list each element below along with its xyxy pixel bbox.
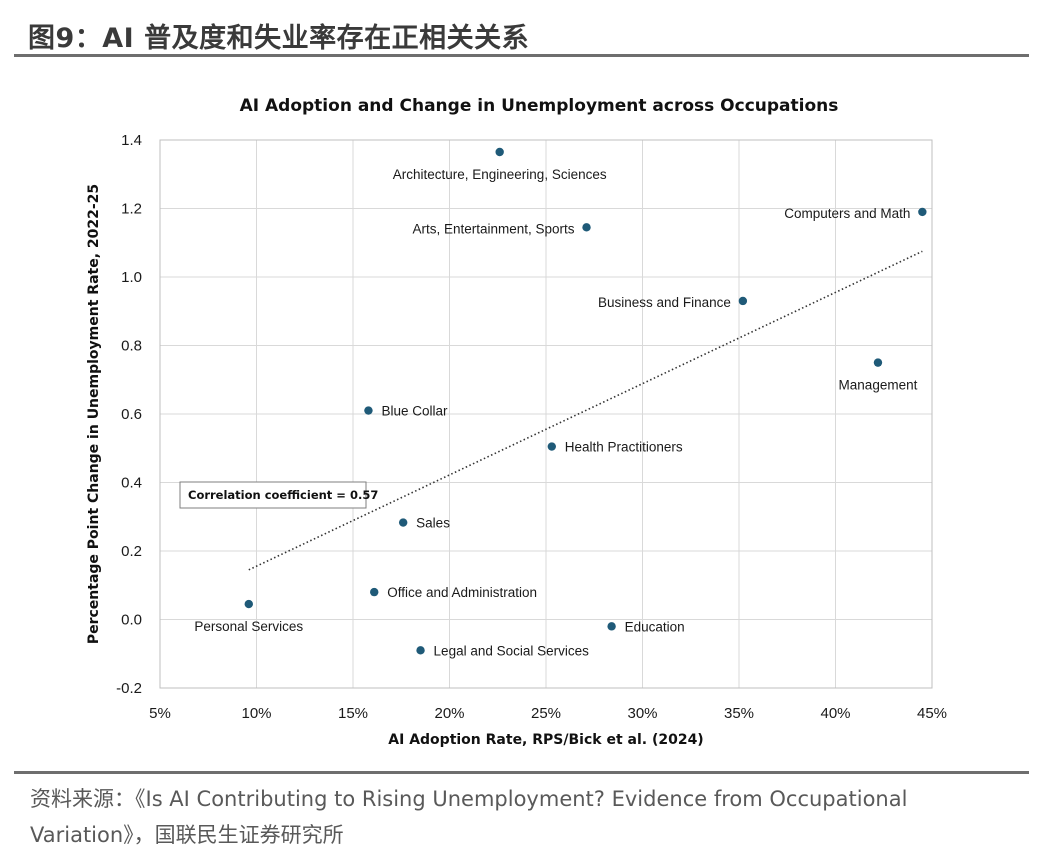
x-tick-label: 35% [724, 705, 754, 722]
y-tick-label: -0.2 [116, 680, 142, 697]
data-point [370, 587, 379, 597]
trendline [248, 250, 923, 571]
x-tick-label: 10% [241, 705, 271, 722]
y-tick-label: 0.4 [121, 475, 142, 492]
correlation-annotation: Correlation coefficient = 0.57 [179, 481, 378, 509]
x-axis-ticks: 5% 10% 15% 20% 25% 30% 35% 40% 45% [149, 705, 947, 722]
point-label: Education [625, 619, 685, 634]
x-tick-label: 5% [149, 705, 171, 722]
point-label: Legal and Social Services [434, 643, 590, 658]
annotation-box [179, 481, 367, 509]
chart-title: AI Adoption and Change in Unemployment a… [240, 96, 839, 116]
source-note: 资料来源：《Is AI Contributing to Rising Unemp… [30, 787, 908, 847]
bottom-rule [14, 771, 1029, 774]
x-tick-label: 30% [627, 705, 657, 722]
data-point [495, 147, 504, 157]
data-point [582, 223, 591, 232]
data-point [244, 599, 253, 609]
figure-header: 图9：AI 普及度和失业率存在正相关关系 [28, 23, 530, 54]
point-label: Blue Collar [381, 404, 448, 419]
data-point [547, 442, 556, 451]
y-tick-label: 0.0 [121, 612, 142, 629]
y-tick-label: 1.2 [121, 201, 142, 218]
y-tick-label: 1.4 [121, 132, 142, 149]
data-point [738, 296, 748, 306]
point-label: Office and Administration [387, 585, 537, 600]
point-label: Computers and Math [784, 206, 910, 221]
x-tick-label: 25% [531, 705, 561, 722]
data-point [416, 646, 425, 655]
y-axis-title: Percentage Point Change in Unemployment … [86, 184, 102, 644]
point-label: Architecture, Engineering, Sciences [393, 167, 607, 182]
y-tick-label: 1.0 [121, 269, 142, 286]
data-point [918, 207, 927, 217]
y-tick-label: 0.6 [121, 406, 142, 423]
point-label: Arts, Entertainment, Sports [412, 221, 574, 236]
top-rule [14, 54, 1029, 57]
x-tick-label: 20% [434, 705, 464, 722]
y-axis-ticks: -0.2 0.0 0.2 0.4 0.6 0.8 1.0 1.2 1.4 [116, 132, 142, 697]
data-point [364, 406, 373, 415]
point-label: Business and Finance [598, 295, 731, 310]
point-label: Sales [416, 516, 450, 531]
point-label: Health Practitioners [565, 440, 683, 455]
trendline-path [248, 250, 923, 571]
x-tick-label: 45% [917, 705, 947, 722]
data-point [873, 358, 883, 367]
data-point [398, 518, 408, 527]
y-tick-label: 0.8 [121, 338, 142, 355]
x-axis-title: AI Adoption Rate, RPS/Bick et al. (2024) [388, 732, 703, 748]
point-label: Management [839, 378, 918, 393]
annotation-text: Correlation coefficient = 0.57 [188, 488, 378, 502]
scatter-chart: 5% 10% 15% 20% 25% 30% 35% 40% 45% -0.2 0.0 0.2 0.4… [86, 96, 947, 748]
x-tick-label: 40% [820, 705, 850, 722]
plot-border [159, 139, 933, 689]
x-tick-label: 15% [338, 705, 368, 722]
data-points: Architecture, Engineering, Sciences Compu… [194, 147, 927, 658]
y-tick-label: 0.2 [121, 543, 142, 560]
point-label: Personal Services [194, 619, 303, 634]
data-point [607, 622, 616, 631]
